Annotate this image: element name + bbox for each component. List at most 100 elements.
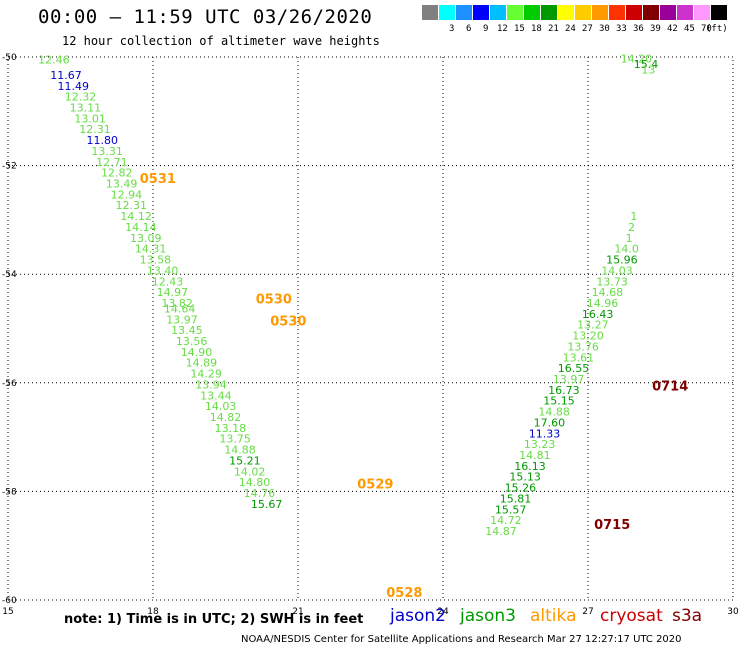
swh-data-label: 11.67 [50, 69, 82, 82]
colorbar-swatch [575, 5, 591, 20]
x-tick-label: 27 [582, 607, 593, 617]
chart-subtitle: 12 hour collection of altimeter wave hei… [62, 34, 380, 48]
swh-data-label: 15.26 [505, 482, 537, 495]
x-tick-label: 15 [2, 607, 13, 617]
swh-data-label: 15.67 [251, 498, 283, 511]
swh-data-label: 12.43 [152, 275, 184, 288]
x-tick-label: 21 [292, 607, 303, 617]
swh-data-label: 13.45 [171, 324, 203, 337]
satellite-legend-jason3: jason3 [460, 606, 516, 626]
swh-data-label: 11.49 [58, 80, 90, 93]
swh-data-label: 14.68 [592, 286, 624, 299]
colorbar-label: 15 [514, 24, 525, 34]
swh-data-label: 14.0 [614, 243, 639, 256]
swh-data-label: 14.96 [587, 297, 619, 310]
satellite-legend-cryosat: cryosat [600, 606, 663, 626]
colorbar-label: 9 [483, 24, 489, 34]
swh-data-label: 14.03 [205, 400, 237, 413]
track-pass-label: 0529 [357, 477, 393, 492]
swh-data-label: 16.43 [582, 308, 614, 321]
x-tick-label: 30 [727, 607, 739, 617]
swh-data-label: 13.27 [577, 319, 609, 332]
swh-data-label: 14.80 [239, 476, 271, 489]
swh-data-label: 16.13 [514, 460, 546, 473]
chart-note: note: 1) Time is in UTC; 2) SWH is in fe… [64, 612, 364, 627]
track-pass-label: 0531 [140, 172, 176, 187]
colorbar-swatch [473, 5, 489, 20]
colorbar-swatch [541, 5, 557, 20]
swh-data-label: 13.76 [567, 340, 599, 353]
swh-data-label: 13.23 [524, 438, 556, 451]
swh-data-label: 14.82 [210, 411, 242, 424]
colorbar-swatch [422, 5, 438, 20]
colorbar-swatch [558, 5, 574, 20]
colorbar-swatch [643, 5, 659, 20]
y-tick-label: -52 [2, 162, 17, 172]
y-tick-label: -60 [2, 596, 17, 606]
swh-data-label: 16.73 [548, 384, 580, 397]
colorbar-label: 36 [633, 24, 644, 34]
swh-data-label: 12.71 [96, 156, 128, 169]
satellite-legend-altika: altika [530, 606, 577, 626]
satellite-legend-s3a: s3a [672, 606, 703, 626]
swh-data-label: 15.15 [543, 395, 575, 408]
colorbar-label: 6 [466, 24, 472, 34]
colorbar-swatch [592, 5, 608, 20]
swh-data-label: 11.33 [529, 427, 561, 440]
swh-data-label: 13.94 [195, 378, 227, 391]
swh-data-label: 13.75 [219, 433, 251, 446]
swh-data-label: 14.12 [120, 210, 152, 223]
track-pass-label: 0530 [256, 293, 292, 308]
track-pass-label: 0715 [594, 518, 630, 533]
swh-data-label: 14.20 [621, 53, 653, 66]
swh-data-label: 13.01 [74, 112, 106, 125]
swh-data-label: 12.82 [101, 167, 133, 180]
colorbar-label: 24 [565, 24, 576, 34]
swh-data-label: 14.89 [186, 357, 218, 370]
colorbar-swatch [524, 5, 540, 20]
swh-data-label: 15.13 [509, 471, 541, 484]
swh-data-label: 14.87 [485, 525, 517, 538]
colorbar-swatch [626, 5, 642, 20]
colorbar-label: 12 [497, 24, 508, 34]
colorbar-label: 42 [667, 24, 678, 34]
y-tick-label: -56 [2, 379, 17, 389]
swh-data-label: 13.61 [563, 351, 595, 364]
swh-data-label: 15.81 [500, 492, 532, 505]
swh-data-label: 1 [630, 210, 637, 223]
colorbar-label: 21 [548, 24, 559, 34]
swh-data-label: 17.60 [534, 416, 566, 429]
swh-data-label: 14.29 [190, 368, 222, 381]
swh-data-label: 15.21 [229, 454, 261, 467]
chart-footer: NOAA/NESDIS Center for Satellite Applica… [241, 634, 682, 645]
swh-data-label: 14.97 [157, 286, 189, 299]
colorbar-label: 18 [531, 24, 542, 34]
swh-data-label: 15.4 [634, 58, 659, 71]
swh-data-label: 13.58 [140, 254, 172, 267]
swh-data-label: 13.56 [176, 335, 208, 348]
swh-data-label: 13.11 [70, 101, 102, 114]
swh-data-label: 13.97 [166, 313, 198, 326]
colorbar-swatch [490, 5, 506, 20]
swh-data-label: 15.96 [606, 254, 638, 267]
colorbar-swatch [507, 5, 523, 20]
swh-data-label: 13.73 [596, 275, 628, 288]
colorbar-label: 30 [599, 24, 610, 34]
colorbar-swatch [660, 5, 676, 20]
swh-data-label: 13.18 [215, 422, 247, 435]
swh-data-label: 14.76 [244, 487, 276, 500]
swh-data-label: 12.32 [65, 91, 97, 104]
swh-data-label: 16.55 [558, 362, 590, 375]
swh-data-label: 14.64 [164, 302, 196, 315]
swh-data-label: 14.03 [601, 264, 633, 277]
colorbar-label: 45 [684, 24, 695, 34]
colorbar-swatch [609, 5, 625, 20]
swh-data-label: 14.90 [181, 346, 213, 359]
colorbar-swatch [439, 5, 455, 20]
colorbar-label: 27 [582, 24, 593, 34]
x-tick-label: 24 [437, 607, 449, 617]
y-tick-label: -58 [2, 487, 17, 497]
swh-data-label: 13.97 [553, 373, 585, 386]
